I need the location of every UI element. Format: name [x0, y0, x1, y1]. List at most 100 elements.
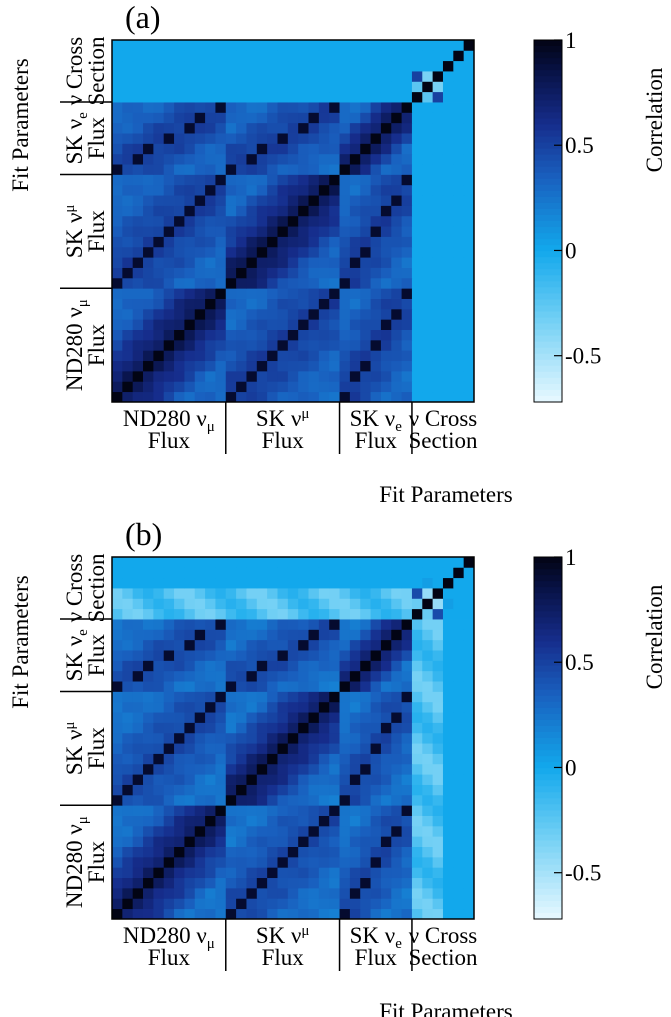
heatmap-cell: [380, 153, 392, 165]
heatmap-cell: [132, 215, 144, 227]
heatmap-cell: [277, 712, 289, 723]
heatmap-cell: [174, 670, 185, 682]
heatmap-cell: [422, 712, 434, 723]
heatmap-cell: [380, 164, 392, 175]
heatmap-cell: [370, 246, 382, 258]
heatmap-cell: [205, 71, 216, 82]
heatmap-cell: [360, 381, 371, 393]
heatmap-cell: [205, 257, 216, 268]
heatmap-cell: [287, 267, 299, 279]
heatmap-cell: [442, 691, 454, 703]
heatmap-cell: [163, 567, 175, 579]
heatmap-cell: [453, 660, 465, 672]
heatmap-cell: [329, 836, 340, 847]
heatmap-cell: [298, 133, 309, 144]
heatmap-cell: [122, 277, 134, 289]
heatmap-cell: [432, 91, 444, 103]
heatmap-cell: [215, 153, 227, 165]
heatmap-cell: [442, 60, 454, 72]
heatmap-cell: [401, 619, 413, 630]
heatmap-cell: [174, 339, 185, 351]
heatmap-cell: [225, 650, 237, 661]
heatmap-cell: [391, 908, 402, 920]
heatmap-cell: [442, 195, 454, 206]
heatmap-cell: [442, 815, 454, 827]
heatmap-cell: [298, 91, 309, 103]
heatmap-cell: [411, 153, 423, 165]
heatmap-cell: [163, 133, 175, 144]
heatmap-cell: [442, 205, 454, 217]
heatmap-cell: [339, 50, 351, 62]
heatmap-cell: [153, 619, 165, 630]
heatmap-cell: [442, 122, 454, 134]
heatmap-cell: [194, 360, 206, 372]
heatmap-cell: [339, 629, 351, 641]
heatmap-cell: [432, 184, 444, 196]
heatmap-cell: [298, 184, 309, 196]
heatmap-cell: [308, 329, 320, 341]
heatmap-cell: [453, 598, 465, 610]
heatmap-cell: [215, 360, 227, 372]
heatmap-cell: [370, 670, 382, 682]
heatmap-cell: [256, 370, 268, 382]
heatmap-cell: [174, 577, 185, 589]
heatmap-cell: [174, 50, 185, 62]
heatmap-cell: [143, 257, 154, 268]
heatmap-cell: [194, 153, 206, 165]
heatmap-cell: [432, 794, 444, 806]
heatmap-cell: [453, 91, 465, 103]
heatmap-cell: [391, 164, 402, 175]
heatmap-cell: [225, 577, 237, 589]
heatmap-cell: [432, 619, 444, 630]
heatmap-cell: [411, 174, 423, 186]
heatmap-cell: [422, 60, 434, 72]
heatmap-cell: [225, 277, 237, 289]
heatmap-cell: [360, 195, 371, 206]
heatmap-cell: [246, 691, 258, 703]
heatmap-cell: [277, 215, 289, 227]
heatmap-cell: [184, 277, 196, 289]
heatmap-cell: [122, 143, 134, 155]
heatmap-cell: [153, 784, 165, 796]
heatmap-cell: [215, 164, 227, 175]
heatmap-cell: [143, 133, 154, 144]
heatmap-cell: [432, 174, 444, 186]
heatmap-cell: [349, 567, 361, 579]
heatmap-cell: [122, 722, 134, 734]
heatmap-cell: [174, 205, 185, 217]
heatmap-cell: [360, 753, 371, 765]
heatmap-cell: [391, 681, 402, 692]
heatmap-cell: [256, 598, 268, 610]
heatmap-cell: [246, 753, 258, 765]
heatmap-cell: [432, 577, 444, 589]
heatmap-cell: [132, 815, 144, 827]
heatmap-cell: [132, 805, 144, 816]
heatmap-cell: [411, 598, 423, 610]
heatmap-cell: [422, 164, 434, 175]
heatmap-cell: [370, 370, 382, 382]
heatmap-cell: [339, 846, 351, 858]
heatmap-cell: [132, 753, 144, 765]
heatmap-cell: [391, 753, 402, 765]
heatmap-cell: [349, 639, 361, 651]
colorbar-segment: [534, 882, 562, 890]
heatmap-cell: [360, 815, 371, 827]
heatmap-cell: [411, 856, 423, 868]
heatmap-cell: [205, 391, 216, 403]
colorbar-segment: [534, 383, 562, 391]
heatmap-cell: [318, 133, 330, 144]
heatmap-cell: [349, 195, 361, 206]
heatmap-cell: [215, 40, 227, 51]
heatmap-cell: [277, 91, 289, 103]
colorbar-segment: [534, 154, 562, 162]
heatmap-cell: [401, 722, 413, 734]
heatmap-cell: [215, 205, 227, 217]
heatmap-cell: [391, 102, 402, 113]
heatmap-cell: [432, 784, 444, 796]
heatmap-cell: [205, 805, 216, 816]
heatmap-cell: [194, 763, 206, 775]
heatmap-cell: [184, 350, 196, 362]
heatmap-cell: [174, 825, 185, 837]
heatmap-cell: [349, 391, 361, 403]
heatmap-cell: [256, 184, 268, 196]
